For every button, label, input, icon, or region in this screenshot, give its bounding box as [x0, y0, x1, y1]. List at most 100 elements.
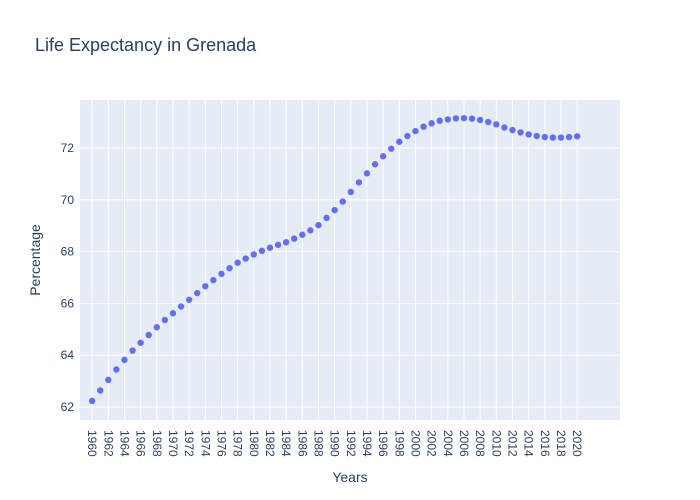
data-point: [218, 270, 225, 278]
x-tick-label: 1970: [166, 430, 180, 457]
data-point: [185, 296, 193, 303]
y-tick-label: 64: [61, 348, 75, 362]
y-axis-ticks: 62 64 66 68 70 72: [61, 141, 75, 414]
data-point: [113, 366, 120, 373]
data-point: [557, 134, 565, 141]
data-point: [299, 231, 306, 238]
x-tick-label: 2012: [505, 430, 519, 457]
data-point: [105, 376, 112, 384]
x-tick-label: 2016: [538, 430, 552, 457]
data-point: [371, 161, 379, 168]
data-point: [509, 126, 516, 134]
x-tick-label: 1996: [376, 430, 390, 457]
data-point: [88, 397, 96, 405]
x-tick-label: 1978: [231, 430, 245, 457]
data-point: [573, 133, 581, 140]
y-tick-label: 62: [61, 400, 75, 414]
data-point: [315, 221, 322, 229]
data-point: [266, 244, 274, 251]
data-point: [234, 259, 241, 266]
x-tick-label: 1988: [311, 430, 325, 457]
x-tick-label: 1992: [344, 430, 358, 457]
data-point: [444, 116, 452, 123]
x-tick-label: 1986: [295, 430, 309, 457]
y-tick-label: 72: [61, 141, 75, 155]
plot-area: [80, 100, 620, 420]
y-tick-label: 70: [61, 193, 75, 207]
x-tick-label: 2002: [425, 430, 439, 457]
data-point: [388, 145, 395, 152]
x-tick-label: 2018: [554, 430, 568, 457]
data-point: [121, 356, 128, 364]
data-point: [396, 138, 403, 145]
y-tick-label: 66: [61, 296, 75, 310]
data-point: [468, 115, 476, 122]
data-point: [404, 132, 411, 140]
data-point: [485, 118, 492, 126]
data-point: [307, 227, 314, 234]
x-axis-title: Years: [332, 469, 367, 485]
data-point: [153, 324, 160, 331]
x-tick-label: 1976: [214, 430, 228, 457]
x-tick-label: 1974: [198, 430, 212, 457]
data-point: [97, 387, 104, 394]
data-point: [501, 124, 508, 131]
data-point: [517, 129, 524, 136]
data-point: [339, 198, 346, 205]
data-point: [347, 188, 355, 196]
data-point: [565, 133, 573, 141]
x-tick-label: 1998: [392, 430, 406, 457]
data-point: [549, 134, 557, 141]
data-point: [194, 289, 201, 297]
data-point: [250, 251, 258, 258]
data-point: [282, 239, 290, 246]
data-point: [412, 127, 419, 135]
data-point: [452, 115, 460, 122]
x-tick-label: 2020: [570, 430, 584, 457]
data-point: [177, 303, 185, 310]
x-tick-label: 1984: [279, 430, 293, 457]
x-tick-label: 2006: [457, 430, 471, 457]
x-tick-label: 1966: [134, 430, 148, 457]
data-point: [258, 247, 266, 255]
data-point: [355, 179, 363, 186]
data-point: [363, 170, 371, 177]
data-point: [129, 347, 136, 354]
data-point: [202, 283, 209, 290]
x-tick-label: 1980: [247, 430, 261, 457]
data-point: [226, 264, 233, 272]
chart-title: Life Expectancy in Grenada: [35, 35, 257, 55]
data-point: [274, 241, 282, 249]
x-tick-label: 1968: [150, 430, 164, 457]
data-point: [291, 235, 298, 242]
data-point: [525, 131, 532, 138]
x-tick-label: 1982: [263, 430, 277, 457]
data-point: [436, 117, 443, 124]
x-tick-label: 1964: [117, 430, 131, 457]
data-point: [323, 214, 330, 222]
data-point: [420, 123, 427, 130]
x-axis-ticks: 1960 1962 1964 1966 1968 1970 1972 1974 1976 1978…: [85, 430, 584, 457]
x-tick-label: 2014: [522, 430, 536, 457]
x-tick-label: 2008: [473, 430, 487, 457]
x-tick-label: 2000: [408, 430, 422, 457]
data-point: [137, 339, 144, 346]
data-point: [169, 310, 177, 317]
x-tick-label: 2010: [489, 430, 503, 457]
x-tick-label: 2004: [441, 430, 455, 457]
data-point: [161, 316, 169, 324]
data-point: [476, 116, 484, 124]
data-point: [493, 121, 500, 128]
y-axis-title: Percentage: [27, 224, 43, 296]
data-point: [460, 114, 468, 122]
x-tick-label: 1972: [182, 430, 196, 457]
data-point: [533, 132, 540, 140]
x-tick-label: 1962: [101, 430, 115, 457]
data-point: [145, 331, 152, 339]
data-point: [242, 255, 249, 262]
data-point: [331, 206, 338, 214]
data-point: [428, 120, 435, 127]
x-tick-label: 1994: [360, 430, 374, 457]
data-point: [210, 276, 217, 284]
